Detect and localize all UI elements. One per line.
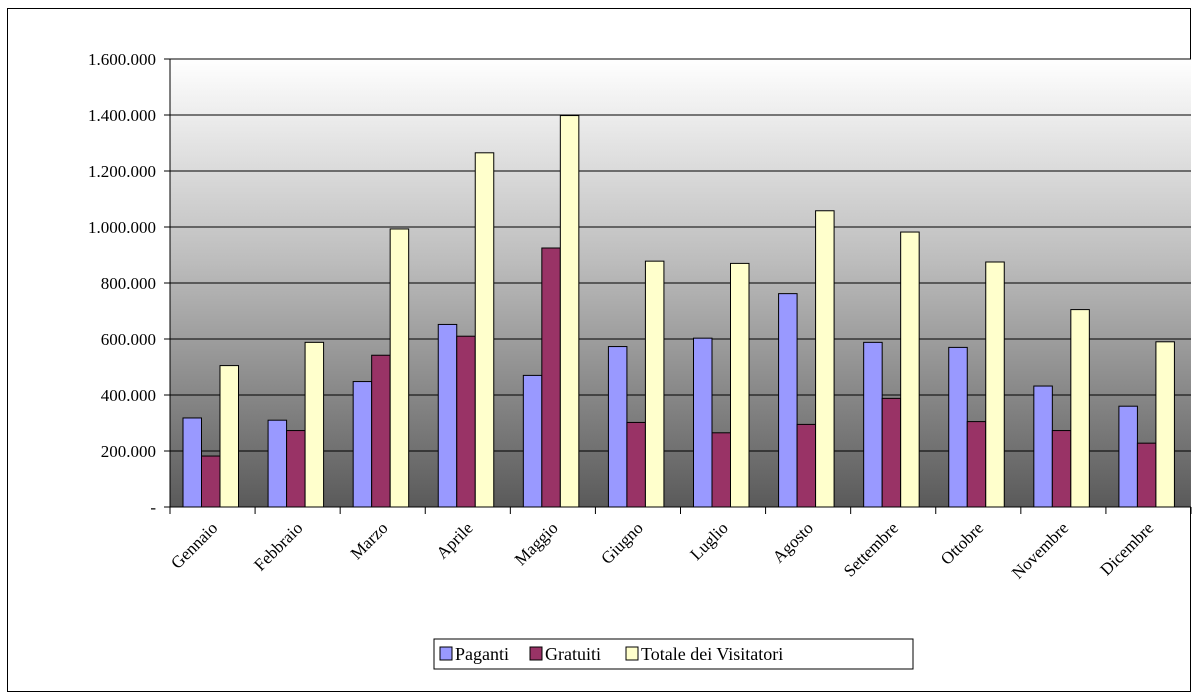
bar: [474, 152, 495, 508]
y-tick-label: 1.600.000: [88, 50, 156, 69]
legend-swatch: [439, 646, 453, 661]
bar: [730, 262, 750, 508]
bar: [863, 341, 883, 508]
bar: [1155, 341, 1175, 508]
legend-box: [433, 638, 914, 670]
bar: [286, 430, 306, 508]
bar: [182, 417, 202, 508]
y-tick-labels: - 200.000 400.000 600.000 800.000 1.000.000 1.…: [88, 50, 170, 517]
bar: [1118, 405, 1138, 508]
x-tick-label: Febbraio: [250, 518, 306, 574]
legend-label: Gratuiti: [545, 644, 601, 664]
y-tick-label: 600.000: [101, 330, 156, 349]
x-tick-labels: Gennaio Febbraio Marzo Aprile Maggio Giugno Lu…: [167, 507, 1192, 583]
x-tick-label: Luglio: [686, 518, 731, 563]
x-tick-label: Agosto: [769, 518, 817, 566]
bar: [778, 293, 798, 508]
legend-swatch: [625, 646, 639, 661]
y-tick-label: 400.000: [101, 386, 156, 405]
x-tick-label: Dicembre: [1096, 518, 1157, 579]
bar: [371, 354, 391, 508]
bar: [644, 260, 665, 508]
bar: [559, 115, 580, 508]
legend-label: Paganti: [455, 644, 509, 664]
y-tick-label: -: [150, 498, 156, 517]
bar: [352, 381, 373, 508]
bar: [796, 423, 817, 508]
x-tick-label: Gennaio: [167, 518, 221, 572]
bar: [541, 247, 561, 508]
legend-label: Totale dei Visitatori: [641, 644, 783, 664]
bar: [711, 432, 731, 508]
bar: [607, 346, 628, 508]
bar: [219, 365, 239, 508]
y-tick-label: 1.400.000: [88, 106, 156, 125]
bar: [815, 210, 835, 508]
bar: [881, 397, 902, 508]
bar: [304, 341, 325, 508]
bar: [522, 374, 543, 508]
bar: [948, 346, 968, 508]
x-tick-label: Maggio: [511, 518, 562, 569]
x-tick-label: Ottobre: [937, 518, 987, 568]
x-tick-label: Novembre: [1008, 518, 1072, 582]
bar: [1051, 430, 1072, 508]
y-tick-label: 800.000: [101, 274, 156, 293]
bar: [437, 323, 458, 508]
bar: [389, 228, 410, 508]
x-tick-label: Giugno: [597, 518, 646, 567]
x-tick-label: Settembre: [840, 518, 902, 580]
y-tick-label: 200.000: [101, 442, 156, 461]
bar: [1070, 309, 1090, 508]
bar: [693, 337, 713, 508]
bar: [900, 231, 920, 508]
bar: [1136, 442, 1157, 508]
x-tick-label: Aprile: [432, 518, 476, 562]
x-tick-label: Marzo: [347, 518, 392, 563]
bar: [456, 335, 476, 508]
legend: Paganti Gratuiti Totale dei Visitatori: [433, 638, 914, 670]
y-tick-label: 1.000.000: [88, 218, 156, 237]
bar: [985, 261, 1005, 508]
bar: [1033, 385, 1053, 508]
bar: [267, 419, 288, 508]
legend-swatch: [529, 646, 543, 661]
bar: [626, 421, 646, 508]
y-tick-label: 1.200.000: [88, 162, 156, 181]
bar: [966, 421, 987, 508]
bar: [201, 455, 221, 508]
gridlines: [170, 58, 1191, 452]
